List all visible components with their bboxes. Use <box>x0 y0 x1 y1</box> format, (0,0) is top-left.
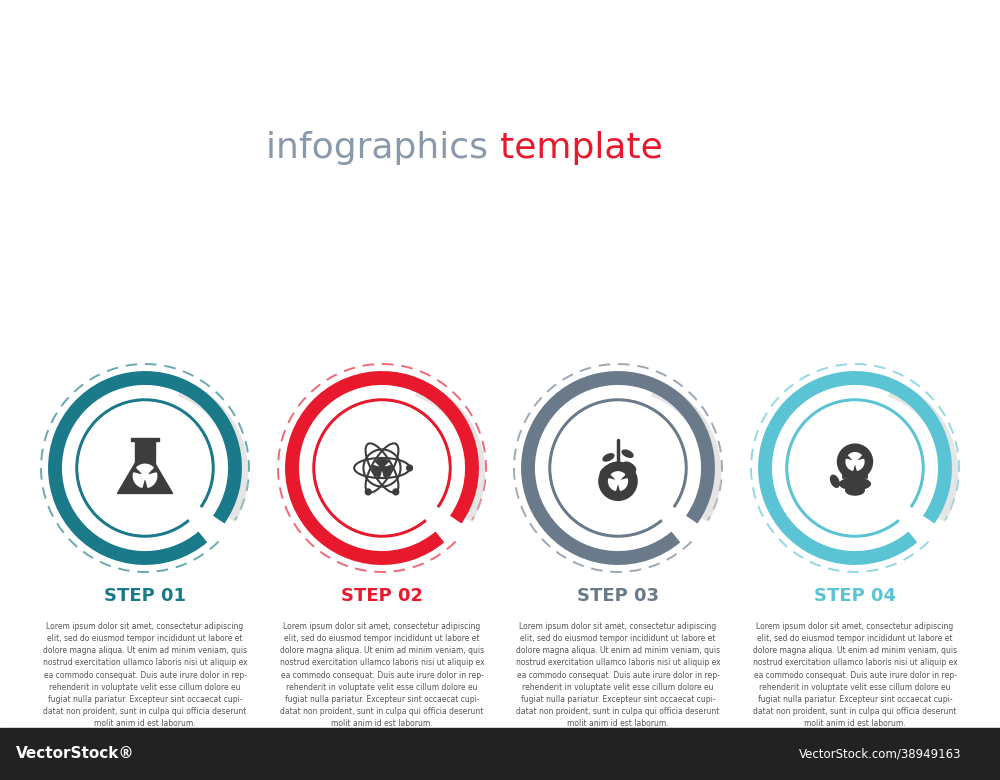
Circle shape <box>141 472 149 480</box>
Circle shape <box>407 465 412 471</box>
Ellipse shape <box>622 450 633 457</box>
Ellipse shape <box>840 478 870 490</box>
Polygon shape <box>375 459 389 466</box>
Bar <box>131 438 159 441</box>
Bar <box>135 441 155 463</box>
Text: Lorem ipsum dolor sit amet, consectetur adipiscing
elit, sed do eiusmod tempor i: Lorem ipsum dolor sit amet, consectetur … <box>516 622 720 729</box>
Text: VectorStock.com/38949163: VectorStock.com/38949163 <box>799 747 961 760</box>
Polygon shape <box>619 479 627 491</box>
Circle shape <box>79 402 211 534</box>
Polygon shape <box>383 466 391 477</box>
Polygon shape <box>137 464 153 473</box>
Circle shape <box>393 489 399 495</box>
Circle shape <box>316 402 448 534</box>
Circle shape <box>615 478 621 484</box>
Circle shape <box>789 402 921 534</box>
Text: Lorem ipsum dolor sit amet, consectetur adipiscing
elit, sed do eiusmod tempor i: Lorem ipsum dolor sit amet, consectetur … <box>753 622 957 729</box>
FancyBboxPatch shape <box>862 469 867 478</box>
Polygon shape <box>133 473 144 488</box>
Circle shape <box>379 465 385 471</box>
Polygon shape <box>117 463 173 494</box>
Ellipse shape <box>600 466 612 476</box>
Polygon shape <box>846 459 854 470</box>
Ellipse shape <box>624 462 636 472</box>
Polygon shape <box>146 473 157 488</box>
Circle shape <box>365 489 371 495</box>
Polygon shape <box>849 452 861 459</box>
Text: STEP 04: STEP 04 <box>814 587 896 605</box>
Ellipse shape <box>831 475 839 488</box>
Text: STEP 02: STEP 02 <box>341 587 423 605</box>
Circle shape <box>552 402 684 534</box>
Text: STEP 01: STEP 01 <box>104 587 186 605</box>
Polygon shape <box>609 479 617 491</box>
Polygon shape <box>611 472 625 478</box>
Bar <box>0 728 1000 780</box>
FancyBboxPatch shape <box>843 469 848 478</box>
FancyBboxPatch shape <box>856 467 861 478</box>
Ellipse shape <box>603 454 614 461</box>
Circle shape <box>599 463 637 500</box>
Polygon shape <box>856 459 864 470</box>
Text: infographics: infographics <box>266 131 500 165</box>
Text: STEP 03: STEP 03 <box>577 587 659 605</box>
Text: Lorem ipsum dolor sit amet, consectetur adipiscing
elit, sed do eiusmod tempor i: Lorem ipsum dolor sit amet, consectetur … <box>43 622 247 729</box>
Text: VectorStock®: VectorStock® <box>16 746 134 761</box>
Text: template: template <box>500 131 663 165</box>
Circle shape <box>837 444 873 479</box>
Ellipse shape <box>846 485 864 495</box>
Text: Lorem ipsum dolor sit amet, consectetur adipiscing
elit, sed do eiusmod tempor i: Lorem ipsum dolor sit amet, consectetur … <box>280 622 484 729</box>
FancyBboxPatch shape <box>849 467 854 478</box>
Circle shape <box>852 459 858 465</box>
Polygon shape <box>373 466 381 477</box>
